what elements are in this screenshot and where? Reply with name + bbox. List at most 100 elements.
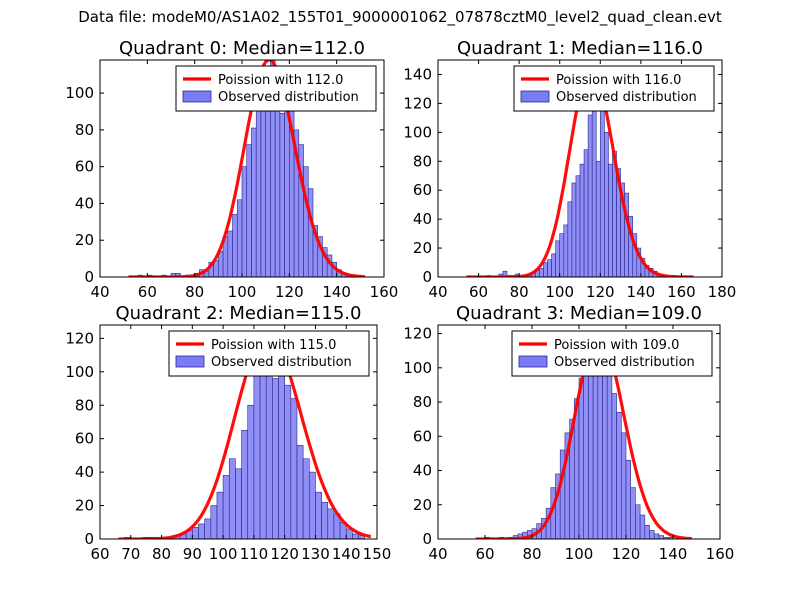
histogram-bar	[279, 113, 285, 277]
legend-observed-label: Observed distribution	[554, 355, 695, 370]
x-tick-label: 150	[363, 545, 392, 563]
histogram-bar	[571, 182, 577, 277]
y-tick-label: 40	[413, 210, 432, 228]
histogram-bar	[236, 199, 243, 277]
histogram-bar	[644, 525, 650, 539]
histogram-bar	[227, 230, 233, 277]
x-tick-label: 80	[152, 545, 171, 563]
legend-observed-label: Observed distribution	[556, 90, 697, 105]
histogram-bar	[658, 535, 664, 539]
legend-observed-swatch	[520, 90, 550, 103]
histogram-bar	[567, 201, 573, 277]
histogram-bar	[222, 475, 230, 539]
y-tick-label: 80	[413, 393, 432, 411]
histogram-bar	[583, 360, 589, 539]
histogram-bar	[232, 214, 238, 277]
x-tick-label: 120	[275, 283, 304, 301]
y-tick-label: 40	[75, 463, 94, 481]
x-tick-label: 60	[90, 545, 109, 563]
histogram-bar	[539, 268, 544, 277]
histogram-bar	[620, 432, 627, 539]
legend-box	[513, 65, 715, 112]
y-tick-label: 100	[65, 84, 94, 102]
histogram-bar	[543, 262, 548, 277]
histogram-bar	[579, 163, 585, 277]
subplot-quadrant-0: 40 60 80 100 120 140 160 0 20 40 60 80 100 Quadrant 0…	[65, 38, 398, 301]
legend: Poission with 112.0 Observed distribution	[175, 65, 377, 112]
histogram-bar	[559, 233, 565, 277]
plot-frame	[437, 59, 723, 278]
legend-poisson-label: Poission with 115.0	[211, 338, 336, 353]
histogram-bar	[352, 533, 359, 539]
x-tick-label: 140	[332, 545, 361, 563]
legend: Poission with 109.0 Observed distribution	[511, 330, 713, 377]
plot-frame	[99, 324, 378, 540]
x-tick-label: 140	[627, 283, 656, 301]
y-tick-label: 140	[403, 65, 432, 83]
y-tick-label: 100	[403, 123, 432, 141]
histogram-bar	[284, 107, 290, 277]
x-tick-label: 120	[270, 545, 299, 563]
histogram-bar	[602, 353, 608, 539]
legend-box	[511, 330, 713, 377]
y-tick-label: 0	[422, 530, 432, 548]
histogram-bar	[502, 270, 508, 277]
histogram-bar	[327, 508, 335, 539]
histogram-bar	[547, 259, 552, 277]
y-tick-label: 80	[75, 121, 94, 139]
histogram-bar	[595, 160, 601, 277]
histogram-bars	[124, 351, 365, 539]
legend-poisson-label: Poission with 112.0	[218, 73, 343, 88]
x-tick-label: 160	[667, 283, 696, 301]
poisson-curve	[128, 60, 366, 277]
y-tick-label: 20	[413, 496, 432, 514]
subplot-title: Quadrant 0: Median=112.0	[119, 38, 365, 59]
y-tick-label: 80	[75, 396, 94, 414]
x-tick-label: 40	[428, 545, 447, 563]
x-tick-label: 160	[370, 283, 399, 301]
histogram-bar	[259, 354, 267, 539]
x-tick-label: 160	[706, 545, 735, 563]
y-tick-label: 120	[403, 325, 432, 343]
x-tick-label: 100	[565, 545, 594, 563]
histogram-bar	[630, 487, 636, 539]
x-tick-label: 80	[510, 283, 529, 301]
histogram-bar	[246, 144, 252, 277]
histogram-bar	[307, 188, 314, 277]
y-tick-label: 20	[75, 231, 94, 249]
legend-observed-label: Observed distribution	[218, 90, 359, 105]
histogram-bar	[278, 374, 285, 539]
histogram-bar	[235, 468, 242, 539]
subplot-quadrant-2: 60 70 80 90 100 110 120 130 140 15002040608010012…	[65, 303, 391, 563]
histogram-bar	[260, 85, 266, 277]
x-tick-label: 100	[209, 545, 238, 563]
histogram-bar	[296, 445, 304, 539]
y-tick-label: 60	[75, 158, 94, 176]
histogram-bar	[635, 504, 641, 539]
histogram-bar	[216, 491, 224, 539]
histogram-bar	[290, 398, 298, 539]
histogram-bars	[484, 341, 674, 539]
y-tick-label: 40	[75, 194, 94, 212]
histogram-bar	[308, 471, 316, 539]
histogram-bar	[228, 458, 236, 539]
x-tick-label: 90	[183, 545, 202, 563]
subplot-title: Quadrant 2: Median=115.0	[116, 303, 362, 324]
y-tick-label: 40	[413, 462, 432, 480]
legend: Poission with 116.0 Observed distribution	[513, 65, 715, 112]
legend-poisson-label: Poission with 109.0	[554, 338, 679, 353]
histogram-bar	[588, 350, 594, 539]
x-tick-label: 60	[138, 283, 157, 301]
histogram-bar	[653, 533, 660, 539]
y-tick-label: 60	[413, 181, 432, 199]
histogram-bar	[611, 393, 617, 539]
histogram-bar	[251, 127, 257, 277]
y-tick-label: 100	[403, 359, 432, 377]
legend-poisson-label: Poission with 116.0	[556, 73, 681, 88]
x-tick-label: 120	[612, 545, 641, 563]
legend: Poission with 115.0 Observed distribution	[168, 330, 370, 377]
x-tick-label: 140	[659, 545, 688, 563]
histogram-bar	[210, 505, 218, 539]
